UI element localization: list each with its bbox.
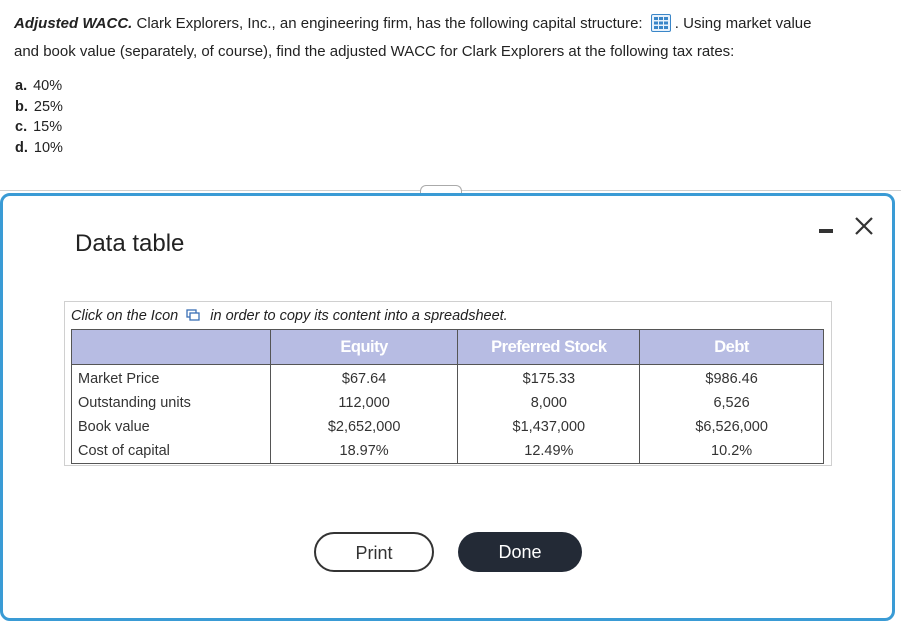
instruction-part2: in order to copy its content into a spre… <box>210 308 508 324</box>
option-item: c. 15% <box>15 117 63 138</box>
drag-handle[interactable] <box>420 185 462 194</box>
table-cell: $6,526,000 <box>639 415 824 439</box>
option-letter: c. <box>15 119 28 135</box>
copy-instruction: Click on the Icon in order to copy its c… <box>71 308 508 324</box>
question-text-part1: Clark Explorers, Inc., an engineering fi… <box>136 15 643 32</box>
row-label: Outstanding units <box>71 391 271 415</box>
tax-rate-options: a. 40% b. 25% c. 15% d. 10% <box>15 76 63 158</box>
header-cell: Preferred Stock <box>457 329 641 365</box>
instruction-part1: Click on the Icon <box>71 308 179 324</box>
data-table-dialog: Data table Click on the Icon in order to… <box>0 193 895 621</box>
table-cell: 12.49% <box>457 439 641 464</box>
table-cell: $2,652,000 <box>269 415 459 439</box>
question-text-part2: Using market value <box>683 15 812 32</box>
option-letter: b. <box>15 98 28 115</box>
option-value: 10% <box>33 139 63 156</box>
minimize-icon[interactable] <box>815 214 839 238</box>
option-value: 40% <box>33 78 63 94</box>
header-cell: Debt <box>639 329 824 365</box>
table-cell: 6,526 <box>639 391 824 415</box>
row-label: Market Price <box>71 364 271 391</box>
table-header-row: Equity Preferred Stock Debt <box>71 329 824 365</box>
option-letter: d. <box>15 139 28 156</box>
table-grid-icon[interactable] <box>650 14 671 32</box>
table-cell: 8,000 <box>457 391 641 415</box>
done-button[interactable]: Done <box>458 532 582 572</box>
header-cell <box>71 329 271 365</box>
option-item: a. 40% <box>15 76 63 97</box>
table-row: Cost of capital 18.97% 12.49% 10.2% <box>71 439 824 464</box>
question-text: Adjusted WACC. Clark Explorers, Inc., an… <box>14 10 894 66</box>
option-letter: a. <box>15 78 28 94</box>
option-value: 15% <box>33 119 63 135</box>
table-cell: $175.33 <box>457 364 641 391</box>
table-row: Market Price $67.64 $175.33 $986.46 <box>71 364 824 391</box>
close-icon[interactable] <box>852 214 876 238</box>
table-row: Outstanding units 112,000 8,000 6,526 <box>71 391 824 415</box>
row-label: Book value <box>71 415 271 439</box>
header-cell: Equity <box>269 329 459 365</box>
capital-structure-table: Equity Preferred Stock Debt Market Price… <box>71 329 824 464</box>
table-row: Book value $2,652,000 $1,437,000 $6,526,… <box>71 415 824 439</box>
copy-icon[interactable] <box>186 309 200 321</box>
table-cell: 10.2% <box>639 439 824 464</box>
question-line-2: and book value (separately, of course), … <box>14 43 735 60</box>
option-value: 25% <box>33 98 63 115</box>
option-item: d. 10% <box>15 138 63 159</box>
table-cell: $1,437,000 <box>457 415 641 439</box>
question-line-1: Adjusted WACC. Clark Explorers, Inc., an… <box>14 14 812 32</box>
dialog-title: Data table <box>75 230 185 257</box>
row-label: Cost of capital <box>71 439 271 464</box>
table-cell: $67.64 <box>269 364 459 391</box>
data-panel: Click on the Icon in order to copy its c… <box>64 301 832 466</box>
print-button[interactable]: Print <box>314 532 434 572</box>
table-cell: 112,000 <box>269 391 459 415</box>
question-title: Adjusted WACC. <box>14 15 133 32</box>
option-item: b. 25% <box>15 97 63 118</box>
table-cell: 18.97% <box>269 439 459 464</box>
table-cell: $986.46 <box>639 364 824 391</box>
